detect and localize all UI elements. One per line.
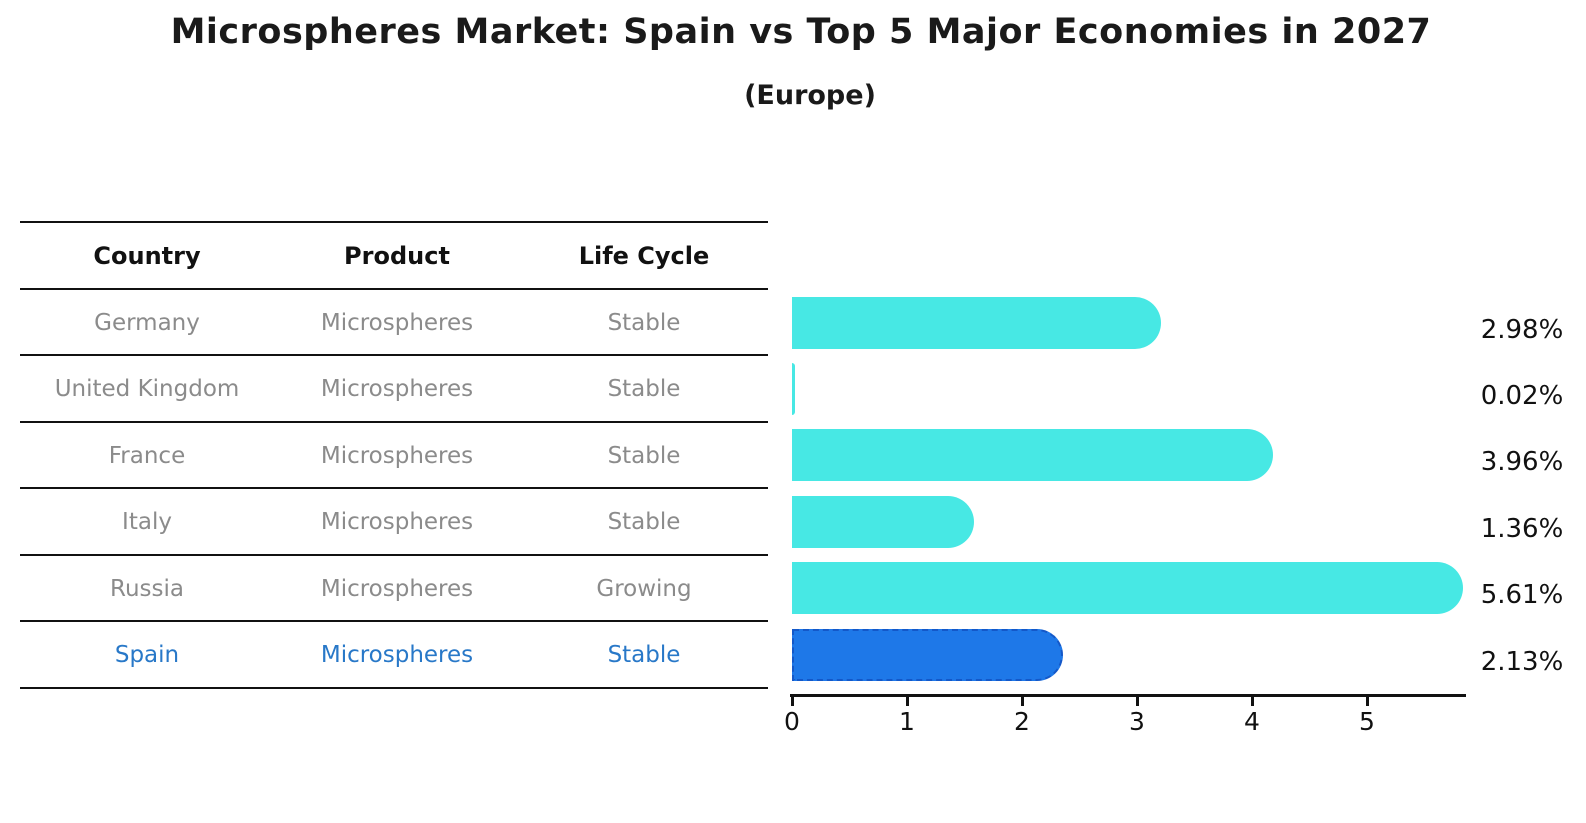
value-label-united-kingdom: 0.02% — [1480, 380, 1564, 411]
bar-germany — [792, 296, 1161, 349]
x-axis-tick-label-4: 4 — [1244, 707, 1260, 736]
value-label-france: 3.96% — [1480, 447, 1564, 478]
bar-spain — [792, 628, 1063, 681]
x-axis-line — [790, 694, 1466, 697]
column-header-cell-lifecycle: Life Cycle — [578, 242, 710, 270]
table-divider — [20, 287, 768, 290]
column-header-cell-product: Product — [344, 242, 450, 270]
table-divider — [20, 420, 768, 423]
x-axis-tick — [1021, 696, 1024, 706]
cell-country: Russia — [110, 575, 184, 602]
x-axis-tick — [1251, 696, 1254, 706]
bar-italy — [792, 495, 975, 548]
chart-title: Microspheres Market: Spain vs Top 5 Majo… — [170, 12, 1432, 52]
table-divider — [20, 487, 768, 490]
cell-country: Germany — [94, 309, 200, 336]
cell-product: Microspheres — [320, 575, 474, 602]
table-header-row: Country Product Life Cycle — [20, 223, 768, 289]
cell-lifecycle: Stable — [607, 442, 681, 469]
bar-france — [792, 429, 1274, 482]
table-divider — [20, 686, 768, 689]
cell-lifecycle: Stable — [607, 509, 681, 536]
x-axis-tick — [791, 696, 794, 706]
table-row-italy: Italy Microspheres Stable — [20, 489, 768, 555]
cell-country: United Kingdom — [54, 376, 240, 403]
table-divider — [20, 221, 768, 223]
cell-country: Italy — [122, 509, 172, 536]
x-axis-tick — [906, 696, 909, 706]
table-row-germany: Germany Microspheres Stable — [20, 290, 768, 356]
x-axis-tick-label-2: 2 — [1014, 707, 1030, 736]
table-divider — [20, 553, 768, 556]
table-row-spain: Spain Microspheres Stable — [20, 622, 768, 688]
cell-product: Microspheres — [320, 376, 474, 403]
value-label-germany: 2.98% — [1480, 314, 1564, 345]
cell-country: France — [108, 442, 186, 469]
cell-product: Microspheres — [320, 442, 474, 469]
value-label-spain: 2.13% — [1480, 646, 1564, 677]
bar-united-kingdom — [792, 362, 795, 415]
cell-product: Microspheres — [320, 642, 474, 669]
x-axis-tick-label-3: 3 — [1129, 707, 1145, 736]
chart-subtitle: (Europe) — [744, 80, 876, 111]
x-axis-tick — [1136, 696, 1139, 706]
bar-russia — [792, 562, 1464, 615]
x-axis-tick-label-1: 1 — [899, 707, 915, 736]
cell-product: Microspheres — [320, 509, 474, 536]
x-axis-tick-label-0: 0 — [784, 707, 800, 736]
table-row-france: France Microspheres Stable — [20, 423, 768, 489]
cell-product: Microspheres — [320, 309, 474, 336]
x-axis-tick — [1366, 696, 1369, 706]
table-divider — [20, 354, 768, 357]
table-divider — [20, 620, 768, 623]
column-header-cell-country: Country — [93, 242, 201, 270]
cell-lifecycle: Stable — [607, 376, 681, 403]
value-label-italy: 1.36% — [1480, 513, 1564, 544]
cell-lifecycle: Stable — [607, 309, 681, 336]
info-table: Country Product Life Cycle Germany Microsphe… — [20, 221, 768, 689]
x-axis-tick-label-5: 5 — [1359, 707, 1375, 736]
value-label-russia: 5.61% — [1480, 580, 1564, 611]
table-row-united-kingdom: United Kingdom Microspheres Stable — [20, 356, 768, 422]
cell-country: Spain — [114, 642, 180, 669]
cell-lifecycle: Stable — [607, 642, 681, 669]
cell-lifecycle: Growing — [596, 575, 692, 602]
table-row-russia: Russia Microspheres Growing — [20, 556, 768, 622]
